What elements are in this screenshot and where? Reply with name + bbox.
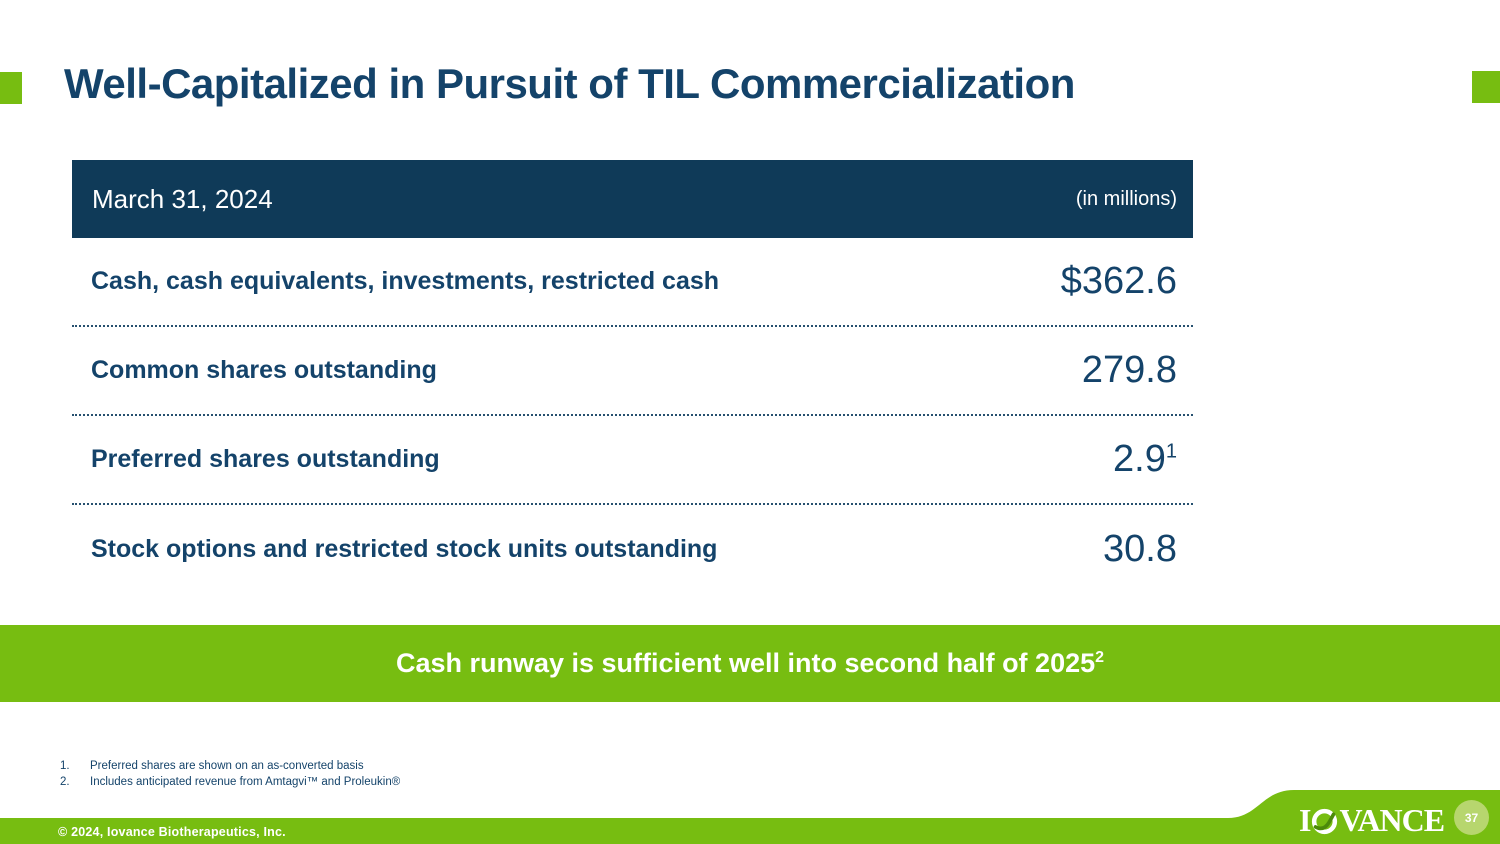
copyright-text: © 2024, Iovance Biotherapeutics, Inc.	[58, 825, 286, 839]
table-row: Preferred shares outstanding 2.91	[72, 416, 1193, 505]
page-number-badge: 37	[1454, 800, 1489, 835]
row-value: $362.6	[1060, 260, 1177, 302]
table-row: Common shares outstanding 279.8	[72, 327, 1193, 416]
logo-text-i: I	[1299, 802, 1311, 838]
footnote-number: 1.	[60, 760, 70, 772]
footnote-number: 2.	[60, 776, 70, 788]
iovance-o-icon	[1312, 808, 1338, 834]
row-value: 2.91	[1113, 438, 1177, 481]
footnote-text: Preferred shares are shown on an as-conv…	[90, 760, 364, 772]
table-row: Cash, cash equivalents, investments, res…	[72, 238, 1193, 327]
footer-green-band	[0, 790, 1500, 844]
banner-message: Cash runway is sufficient well into seco…	[395, 648, 1096, 678]
table-header: March 31, 2024 (in millions)	[72, 160, 1193, 238]
capitalization-table: March 31, 2024 (in millions) Cash, cash …	[72, 160, 1193, 594]
footnote-item: 2. Includes anticipated revenue from Amt…	[60, 776, 400, 788]
row-value-number: 2.9	[1113, 438, 1166, 480]
iovance-logo: I VANCE	[1299, 802, 1445, 838]
footnotes: 1. Preferred shares are shown on an as-c…	[60, 760, 400, 792]
banner-text: Cash runway is sufficient well into seco…	[396, 648, 1104, 679]
cash-runway-banner: Cash runway is sufficient well into seco…	[0, 625, 1500, 702]
footnote-marker: 1	[1165, 440, 1177, 463]
accent-square-right	[1472, 71, 1500, 103]
row-label: Stock options and restricted stock units…	[91, 535, 718, 563]
accent-square-left	[0, 72, 22, 104]
logo-text-vance: VANCE	[1339, 802, 1445, 838]
table-header-units: (in millions)	[1075, 187, 1177, 210]
row-label: Common shares outstanding	[91, 356, 437, 384]
footnote-item: 1. Preferred shares are shown on an as-c…	[60, 760, 400, 772]
row-value: 30.8	[1103, 528, 1177, 570]
table-header-date: March 31, 2024	[92, 183, 273, 214]
table-row: Stock options and restricted stock units…	[72, 505, 1193, 594]
row-label: Cash, cash equivalents, investments, res…	[91, 267, 720, 295]
page-title: Well-Capitalized in Pursuit of TIL Comme…	[64, 60, 1075, 107]
footnote-marker: 2	[1095, 649, 1105, 666]
row-value: 279.8	[1081, 349, 1177, 391]
footnote-text: Includes anticipated revenue from Amtagv…	[90, 776, 401, 788]
row-label: Preferred shares outstanding	[91, 445, 440, 473]
